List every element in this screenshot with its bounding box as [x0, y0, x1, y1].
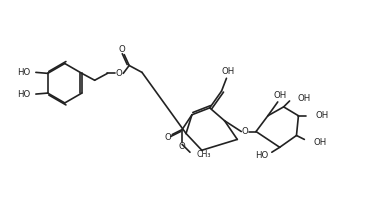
Text: HO: HO — [17, 68, 31, 77]
Text: OH: OH — [313, 138, 327, 147]
Text: OH: OH — [222, 67, 235, 76]
Text: O: O — [165, 133, 172, 142]
Text: OH: OH — [315, 111, 328, 120]
Text: OH: OH — [297, 94, 311, 102]
Text: OH: OH — [273, 91, 286, 99]
Text: HO: HO — [17, 90, 31, 98]
Text: HO: HO — [255, 151, 269, 160]
Text: O: O — [116, 69, 123, 78]
Text: O: O — [179, 142, 186, 151]
Text: O: O — [119, 45, 125, 54]
Text: CH₃: CH₃ — [197, 150, 211, 159]
Text: O: O — [242, 127, 249, 136]
